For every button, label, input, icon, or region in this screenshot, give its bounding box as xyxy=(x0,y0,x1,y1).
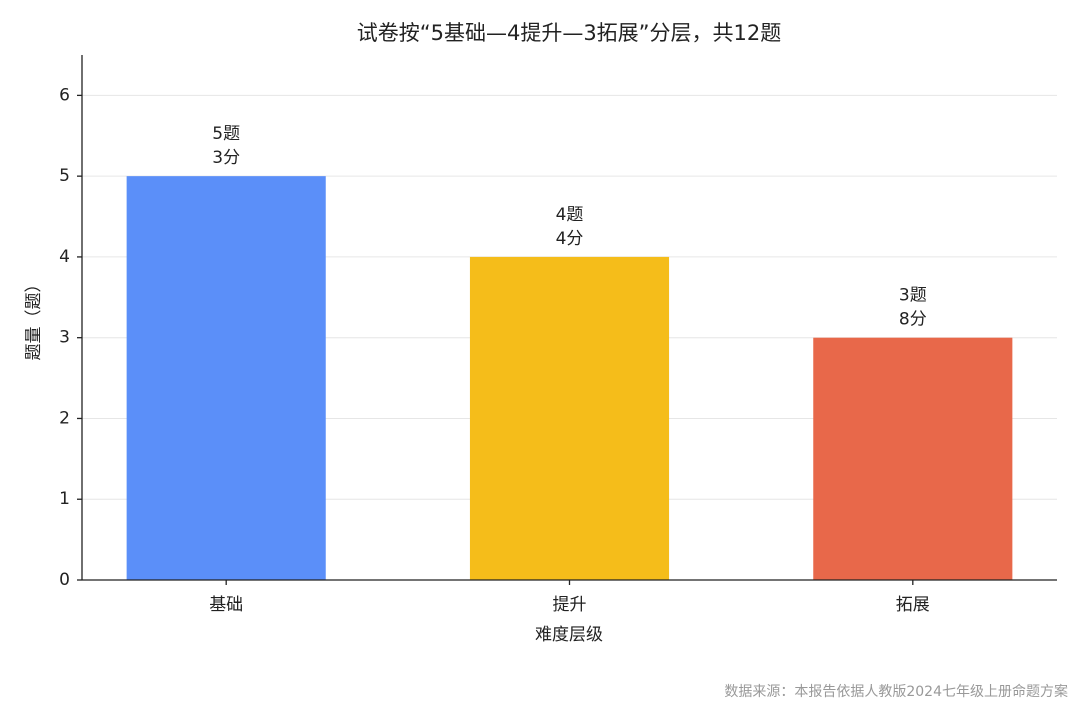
y-axis-label: 题量（题） xyxy=(24,276,44,361)
y-tick-label: 0 xyxy=(59,570,70,590)
x-tick-label: 基础 xyxy=(209,595,243,615)
value-label: 4题 xyxy=(556,205,584,225)
value-label: 3题 xyxy=(899,286,927,306)
bar xyxy=(469,256,670,580)
y-tick-label: 5 xyxy=(59,166,70,186)
chart-title: 试卷按“5基础—4提升—3拓展”分层，共12题 xyxy=(357,21,782,45)
y-tick-label: 2 xyxy=(59,408,70,428)
y-tick-label: 6 xyxy=(59,85,70,105)
source-note: 数据来源：本报告依据人教版2024七年级上册命题方案 xyxy=(724,683,1068,700)
value-label: 5题 xyxy=(212,124,240,144)
y-tick-label: 4 xyxy=(59,247,70,267)
y-tick-label: 3 xyxy=(59,328,70,348)
score-label: 3分 xyxy=(212,148,240,168)
y-tick-label: 1 xyxy=(59,489,70,509)
score-label: 8分 xyxy=(899,310,927,330)
bar xyxy=(126,176,326,580)
bar xyxy=(813,337,1013,580)
x-tick-label: 拓展 xyxy=(896,595,930,615)
score-label: 4分 xyxy=(556,229,584,249)
x-axis-label: 难度层级 xyxy=(535,625,603,645)
x-tick-label: 提升 xyxy=(553,595,587,615)
